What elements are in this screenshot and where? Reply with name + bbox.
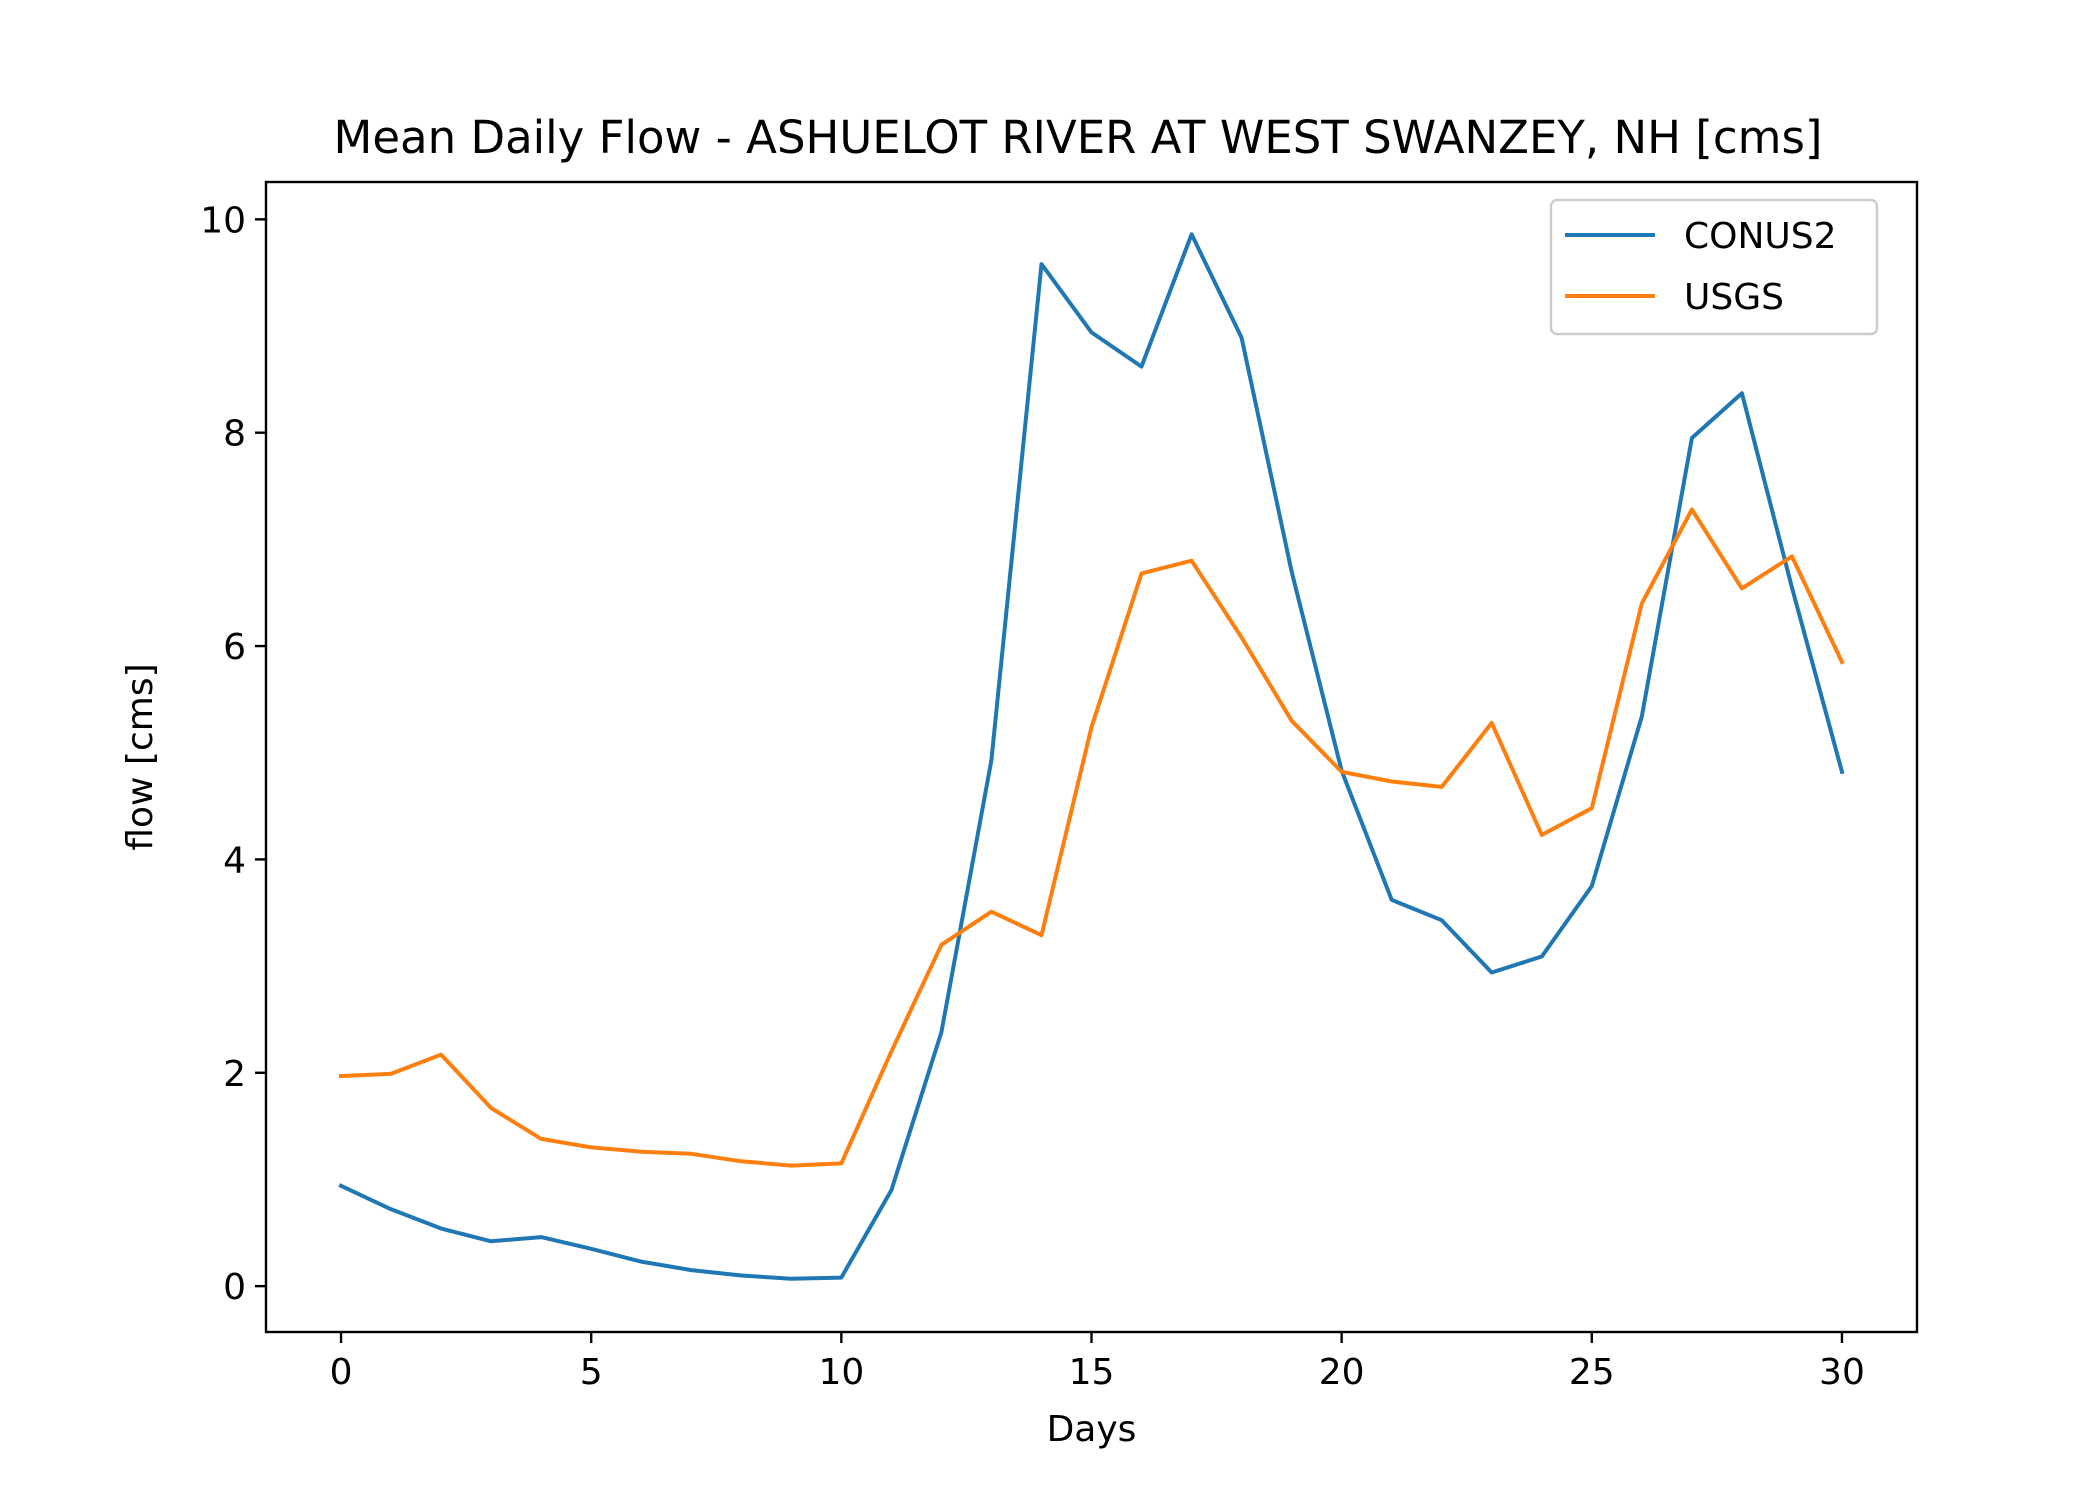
legend-label-usgs: USGS [1684,277,1784,318]
x-tick-label: 0 [330,1352,353,1393]
axes-frame [264,180,1919,1334]
legend-label-conus2: CONUS2 [1684,216,1837,257]
y-tick-label: 2 [223,1054,246,1095]
y-tick-label: 6 [223,627,246,668]
x-tick-label: 10 [818,1352,864,1393]
x-tick-label: 30 [1819,1352,1865,1393]
axes: 0 5 10 15 20 25 30 0 2 4 6 8 10 [200,200,1865,1393]
x-tick-label: 25 [1569,1352,1615,1393]
plot-area [338,232,1845,1281]
legend: CONUS2 USGS [1549,198,1879,336]
x-tick-label: 5 [580,1352,603,1393]
y-tick-label: 8 [223,414,246,455]
series-line-conus2 [338,232,1845,1281]
x-axis-label: Days [1047,1409,1137,1450]
y-tick-label: 10 [200,200,246,241]
x-tick-label: 20 [1319,1352,1365,1393]
y-tick-label: 0 [223,1267,246,1308]
x-tick-label: 15 [1069,1352,1115,1393]
chart-title: Mean Daily Flow - ASHUELOT RIVER AT WEST… [334,111,1823,164]
y-axis-label: flow [cms] [120,663,161,850]
y-tick-label: 4 [223,840,246,881]
series-line-usgs [338,507,1845,1168]
